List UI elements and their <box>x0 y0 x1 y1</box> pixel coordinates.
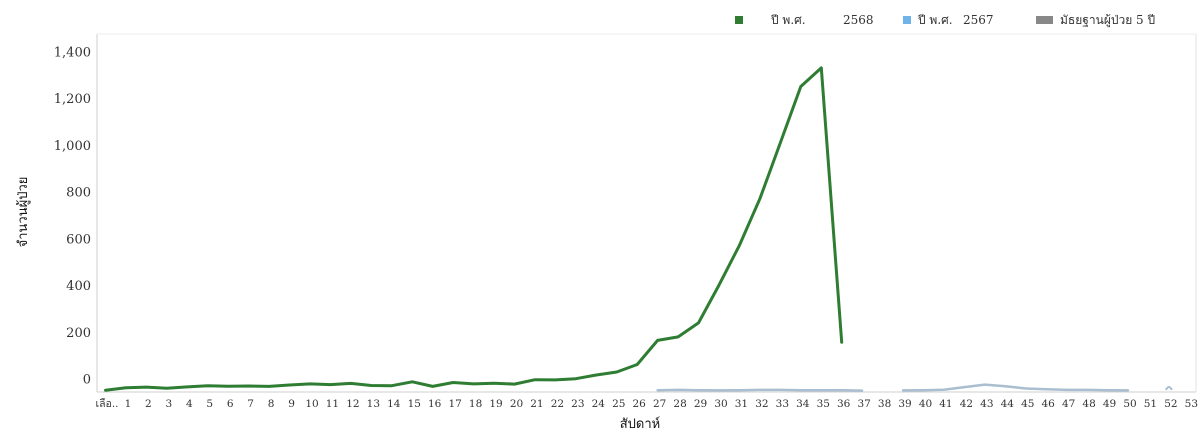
x-tick-label: 25 <box>612 398 625 410</box>
x-tick-label: 23 <box>571 398 584 410</box>
x-tick-label: 49 <box>1103 398 1116 410</box>
x-tick-label: 35 <box>817 398 830 410</box>
x-tick-label: 41 <box>939 398 952 410</box>
legend-year: 2568 <box>843 13 874 27</box>
x-tick-label: เลือ.. <box>95 397 118 410</box>
x-tick-label: 27 <box>653 398 666 410</box>
x-tick-label: 4 <box>186 398 193 410</box>
x-tick-label: 43 <box>980 398 993 410</box>
y-tick-label: 1,400 <box>54 46 91 61</box>
x-tick-label: 33 <box>776 398 789 410</box>
series-line <box>656 388 864 392</box>
x-tick-label: 22 <box>551 398 564 410</box>
chart-axes <box>96 33 1197 393</box>
x-tick-label: 30 <box>714 398 727 410</box>
x-tick-label: 50 <box>1123 398 1136 410</box>
x-tick-label: 18 <box>469 398 482 410</box>
x-axis-label: สัปดาห์ <box>620 416 661 432</box>
x-tick-label: 10 <box>305 398 318 410</box>
legend-label: ปี พ.ศ. <box>770 13 805 27</box>
legend-swatch <box>1036 16 1053 24</box>
x-tick-label: 45 <box>1021 398 1034 410</box>
x-tick-label: 12 <box>346 398 359 410</box>
series-line <box>901 383 1130 392</box>
x-tick-label: 26 <box>633 398 647 410</box>
y-tick-label: 200 <box>66 326 91 341</box>
y-tick-label: 400 <box>66 279 91 294</box>
x-tick-label: 20 <box>510 398 523 410</box>
x-tick-label: 39 <box>898 398 911 410</box>
legend-label: ปี พ.ศ. <box>917 13 952 27</box>
x-tick-label: 13 <box>367 398 380 410</box>
series-line <box>104 66 844 392</box>
x-tick-label: 51 <box>1144 398 1157 410</box>
x-tick-label: 15 <box>408 398 421 410</box>
x-tick-label: 14 <box>387 398 401 410</box>
x-tick-label: 11 <box>326 398 339 410</box>
x-tick-label: 28 <box>673 398 686 410</box>
series-lines <box>104 66 1173 392</box>
x-tick-label: 46 <box>1042 398 1056 410</box>
x-tick-label: 9 <box>288 398 295 410</box>
y-tick-label: 1,000 <box>54 139 91 154</box>
y-tick-label: 800 <box>66 186 91 201</box>
legend-swatch <box>735 16 743 24</box>
x-tick-label: 47 <box>1062 398 1075 410</box>
x-axis-tick-labels: เลือ.. 1 2 3 4 5 6 7 8 9 10 11 12 13 14 15 16 17 18 19 20 21 2… <box>95 397 1198 410</box>
x-tick-label: 17 <box>448 398 461 410</box>
x-tick-label: 2 <box>145 398 152 410</box>
x-tick-label: 1 <box>125 398 132 410</box>
y-tick-label: 1,200 <box>54 92 91 107</box>
y-axis-tick-labels: 0 200 400 600 800 1,000 1,200 1,400 <box>54 46 91 388</box>
x-tick-label: 21 <box>530 398 543 410</box>
x-tick-label: 32 <box>755 398 768 410</box>
legend: ปี พ.ศ. 2568 ปี พ.ศ. 2567 มัธยฐานผู้ป่วย 5 ป… <box>735 13 1155 28</box>
x-tick-label: 34 <box>796 398 810 410</box>
x-tick-label: 24 <box>592 398 606 410</box>
x-tick-label: 40 <box>919 398 932 410</box>
x-tick-label: 37 <box>857 398 870 410</box>
x-tick-label: 19 <box>489 398 502 410</box>
x-tick-label: 53 <box>1185 398 1198 410</box>
legend-year: 2567 <box>963 13 994 27</box>
x-tick-label: 3 <box>166 398 173 410</box>
x-tick-label: 6 <box>227 398 234 410</box>
x-tick-label: 16 <box>428 398 442 410</box>
x-tick-label: 8 <box>268 398 275 410</box>
x-tick-label: 42 <box>960 398 973 410</box>
series-point <box>1165 385 1173 391</box>
legend-swatch <box>903 16 911 24</box>
x-tick-label: 48 <box>1082 398 1095 410</box>
x-tick-label: 38 <box>878 398 891 410</box>
x-tick-label: 44 <box>1001 398 1015 410</box>
x-tick-label: 52 <box>1164 398 1177 410</box>
x-tick-label: 31 <box>735 398 748 410</box>
x-tick-label: 5 <box>206 398 213 410</box>
y-tick-label: 0 <box>83 373 91 388</box>
x-tick-label: 36 <box>837 398 851 410</box>
y-axis-label: จำนวนผู้ป่วย <box>16 177 31 248</box>
y-tick-label: 600 <box>66 232 91 247</box>
x-tick-label: 29 <box>694 398 707 410</box>
legend-label: มัธยฐานผู้ป่วย 5 ปี <box>1060 13 1155 28</box>
x-tick-label: 7 <box>247 398 254 410</box>
